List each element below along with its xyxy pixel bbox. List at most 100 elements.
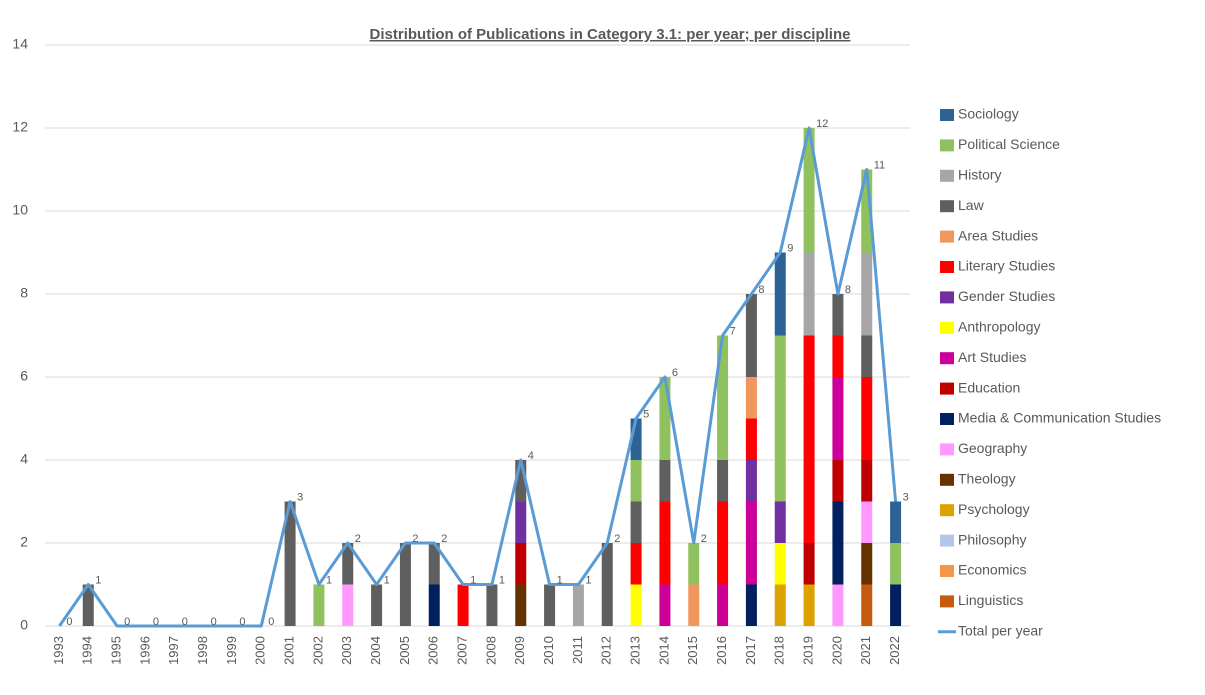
data-label: 1 (384, 574, 390, 586)
x-tick-label: 2010 (541, 636, 556, 665)
data-label: 0 (211, 616, 217, 628)
x-tick-label: 1996 (137, 636, 152, 665)
y-tick-label: 4 (20, 451, 28, 467)
bar-segment (745, 377, 757, 419)
bar-segment (428, 543, 440, 585)
bar-segment (371, 584, 383, 626)
bar-segment (803, 128, 815, 253)
legend-label: Sociology (958, 106, 1019, 122)
bar-segment (861, 169, 873, 253)
bar-segment (659, 584, 671, 626)
x-tick-label: 2007 (455, 636, 470, 665)
bar-segment (630, 501, 642, 543)
x-tick-label: 1995 (109, 636, 124, 665)
bar-segment (803, 252, 815, 336)
data-label: 0 (268, 616, 274, 628)
bar-segment (861, 460, 873, 502)
data-label: 4 (528, 450, 534, 462)
x-tick-label: 2012 (599, 636, 614, 665)
legend-swatch (940, 473, 954, 486)
legend-swatch (940, 169, 954, 182)
bar-segment (861, 501, 873, 543)
bar-segment (832, 460, 844, 502)
bar-segment (399, 543, 411, 626)
data-label: 6 (672, 367, 678, 379)
bar-segment (313, 584, 325, 626)
bar-segment (428, 584, 440, 626)
x-tick-label: 2011 (570, 636, 585, 664)
bar-segment (861, 543, 873, 585)
legend-swatch (940, 595, 954, 608)
bar-segment (861, 335, 873, 377)
x-tick-label: 1997 (166, 636, 181, 665)
x-tick-label: 2022 (887, 636, 902, 665)
bar-segment (659, 377, 671, 460)
bar-segment (630, 584, 642, 626)
legend-label: Law (958, 197, 985, 213)
bar-segment (630, 460, 642, 502)
y-tick-label: 6 (20, 368, 28, 384)
bar-segment (832, 294, 844, 336)
bar-segment (803, 335, 815, 543)
bar-segment (832, 501, 844, 585)
bar-segment (572, 584, 584, 626)
bar-segment (803, 584, 815, 626)
legend-label: Psychology (958, 501, 1030, 517)
bar-segment (515, 543, 527, 585)
total-line (58, 126, 898, 628)
legend-label: Area Studies (958, 227, 1038, 243)
data-label: 11 (874, 159, 885, 171)
x-tick-label: 2001 (282, 636, 297, 665)
bar-segment (544, 584, 556, 626)
data-label: 0 (239, 616, 245, 628)
legend-swatch (940, 321, 954, 334)
legend-label: Economics (958, 562, 1026, 578)
legend-swatch (940, 261, 954, 273)
legend-swatch (940, 352, 954, 365)
legend-swatch (940, 382, 954, 395)
legend-swatch (940, 200, 954, 213)
bar-segment (82, 584, 94, 626)
x-tick-label: 2004 (368, 636, 383, 665)
data-label: 1 (470, 574, 476, 586)
bar-segment (861, 584, 873, 626)
bar-segment (774, 501, 786, 543)
data-label: 3 (297, 491, 303, 503)
legend-label: Theology (958, 471, 1016, 487)
x-tick-label: 2021 (858, 636, 873, 665)
legend-swatch (940, 534, 954, 547)
bar-segment (717, 501, 729, 585)
data-label: 9 (787, 242, 793, 254)
bar-segment (890, 584, 902, 626)
legend-swatch (940, 109, 954, 121)
x-tick-label: 2016 (714, 636, 729, 665)
bar-segment (630, 543, 642, 585)
legend-label: Anthropology (958, 319, 1041, 335)
legend-label: Education (958, 379, 1020, 395)
chart-title: Distribution of Publications in Category… (370, 26, 851, 43)
legend-swatch (940, 230, 954, 243)
data-label: 0 (153, 616, 159, 628)
bar-segment (515, 584, 527, 626)
x-tick-label: 2020 (829, 636, 844, 665)
x-tick-label: 1999 (224, 636, 239, 665)
x-tick-label: 1994 (80, 636, 95, 665)
x-tick-label: 2018 (772, 636, 787, 665)
legend-swatch (940, 291, 954, 304)
bar-segment (601, 543, 613, 626)
bar-segment (861, 252, 873, 336)
legend-label: Gender Studies (958, 288, 1055, 304)
bar-segment (630, 418, 642, 460)
bar-segment (832, 335, 844, 377)
data-label: 8 (758, 284, 764, 296)
bar-segment (717, 460, 729, 502)
x-tick-label: 1998 (195, 636, 210, 665)
x-tick-label: 2008 (483, 636, 498, 665)
bar-segment (774, 335, 786, 502)
data-label: 0 (66, 616, 72, 628)
legend-label: Political Science (958, 136, 1060, 152)
data-label: 0 (182, 616, 188, 628)
y-tick-label: 12 (12, 119, 28, 135)
bar-segment (832, 377, 844, 460)
